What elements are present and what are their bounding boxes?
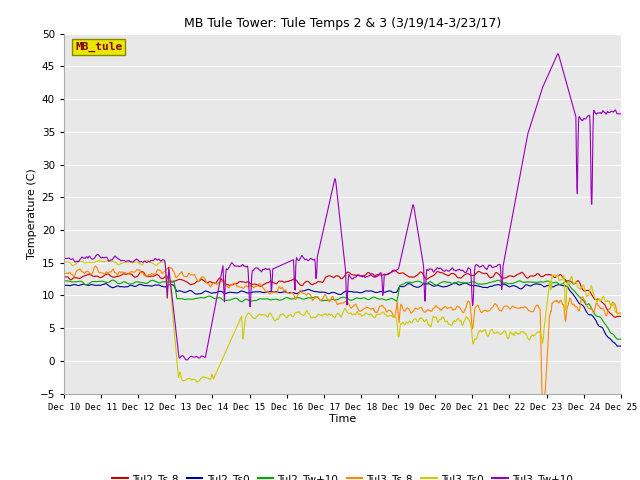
Title: MB Tule Tower: Tule Temps 2 & 3 (3/19/14-3/23/17): MB Tule Tower: Tule Temps 2 & 3 (3/19/14… xyxy=(184,17,501,30)
Text: MB_tule: MB_tule xyxy=(75,42,122,52)
Y-axis label: Temperature (C): Temperature (C) xyxy=(27,168,37,259)
X-axis label: Time: Time xyxy=(329,414,356,424)
Legend: Tul2_Ts-8, Tul2_Ts0, Tul2_Tw+10, Tul3_Ts-8, Tul3_Ts0, Tul3_Tw+10: Tul2_Ts-8, Tul2_Ts0, Tul2_Tw+10, Tul3_Ts… xyxy=(108,470,577,480)
